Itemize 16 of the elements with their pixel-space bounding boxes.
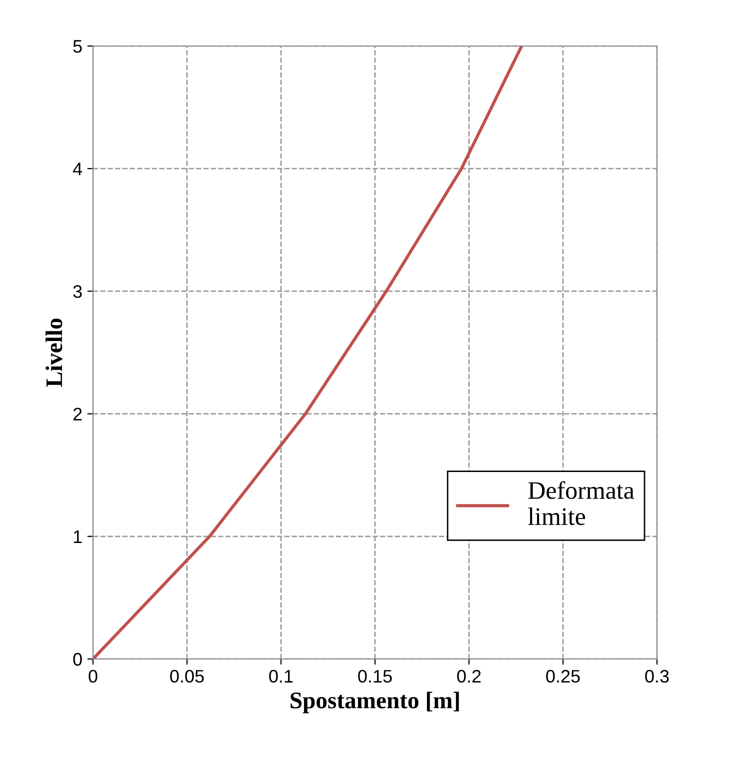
x-axis-title: Spostamento [m] (290, 692, 459, 714)
x-tick-label: 0.15 (358, 670, 392, 683)
y-tick-label: 2 (73, 408, 82, 420)
y-tick-label: 5 (73, 40, 82, 53)
y-tick-label: 0 (73, 652, 82, 666)
y-tick-label: 1 (74, 530, 82, 543)
y-tick-label: 3 (73, 285, 82, 298)
y-tick-label: 4 (72, 162, 82, 176)
y-axis-title: Livello (46, 318, 62, 387)
x-tick-label: 0.2 (457, 670, 481, 683)
legend-label: Deformata limite (528, 481, 634, 526)
x-tick-label: 0.3 (645, 670, 669, 683)
x-tick-label: 0.1 (269, 670, 293, 683)
x-tick-label: 0 (88, 670, 98, 683)
x-tick-label: 0.05 (170, 670, 204, 683)
x-tick-label: 0.25 (546, 670, 580, 683)
